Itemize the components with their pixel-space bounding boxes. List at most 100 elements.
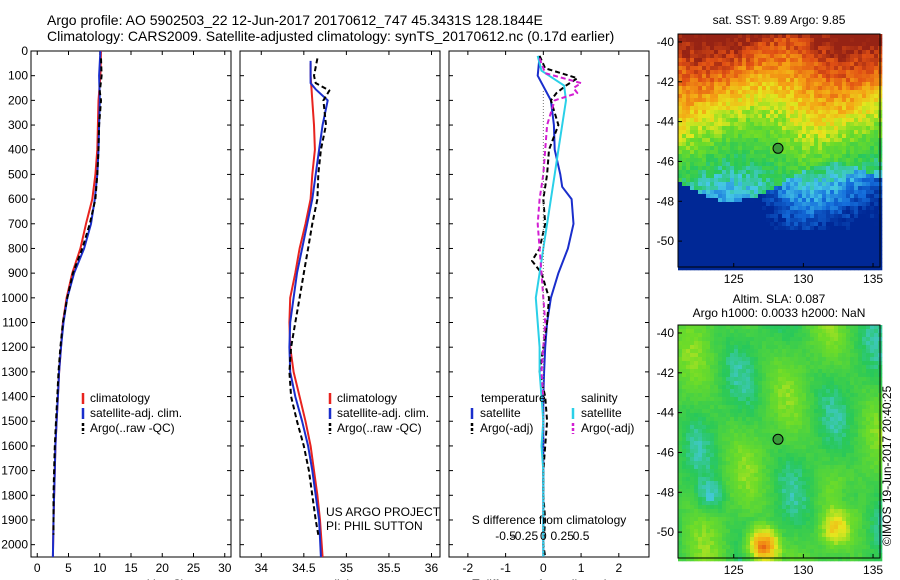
lat-tick-label: -48 <box>657 485 675 499</box>
difference-series-temperature-satellite <box>536 55 575 557</box>
depth-tick-label: 900 <box>8 266 28 280</box>
legend-entry: Argo(..raw -QC) <box>90 421 175 435</box>
lon-tick-label: 130 <box>793 563 813 577</box>
salinity-plot-frame <box>239 50 441 558</box>
depth-tick-label: 1300 <box>1 365 28 379</box>
difference-series-salinity-argo-adj- <box>536 58 583 397</box>
lon-tick-label: 125 <box>724 272 744 286</box>
depth-tick-label: 700 <box>8 217 28 231</box>
lat-tick-label: -50 <box>657 525 675 539</box>
x-tick-label: 34 <box>255 561 269 575</box>
lat-tick-label: -50 <box>657 234 675 248</box>
difference-panel: -2 -1 0 1 2 T difference from climatology S di… <box>448 50 650 580</box>
sla-map-title: Altim. SLA: 0.087 <box>733 292 826 306</box>
s-tick-label: 0.25 <box>551 529 575 543</box>
difference-series-salinity-satellite <box>534 55 567 557</box>
legend-entry: climatology <box>337 391 397 405</box>
depth-tick-label: 100 <box>8 69 28 83</box>
depth-tick-label: 200 <box>8 93 28 107</box>
x-tick-label: 0 <box>540 561 547 575</box>
x-tick-label: 1 <box>578 561 585 575</box>
temperature-plot-frame <box>30 50 232 558</box>
x-tick-label: 20 <box>156 561 170 575</box>
salinity-panel: 34 34.5 35 35.5 36 salinity climatologysatelli… <box>239 50 441 580</box>
s-tick-label: -0.25 <box>511 529 539 543</box>
depth-tick-label: 1400 <box>1 390 28 404</box>
temperature-series-argo-raw-qc- <box>52 58 103 535</box>
salinity-series-satellite-adj-clim- <box>288 60 329 558</box>
depth-tick-label: 1500 <box>1 414 28 428</box>
temperature-panel: 0100200300400500600700800900100011001200… <box>1 44 231 580</box>
x-tick-label: -1 <box>500 561 511 575</box>
legend-entry: satellite <box>480 406 521 420</box>
lon-tick-label: 135 <box>863 563 883 577</box>
x-tick-label: 35.5 <box>377 561 401 575</box>
legend-title-temperature: temperature <box>481 391 546 405</box>
sst-map-title: sat. SST: 9.89 Argo: 9.85 <box>713 13 846 27</box>
sla-map-frame <box>677 324 881 559</box>
depth-tick-label: 2000 <box>1 538 28 552</box>
lat-tick-label: -46 <box>657 445 675 459</box>
depth-tick-label: 1200 <box>1 340 28 354</box>
legend-entry: satellite-adj. clim. <box>90 406 182 420</box>
profile-title: Argo profile: AO 5902503_22 12-Jun-2017 … <box>47 12 543 28</box>
depth-tick-label: 1900 <box>1 513 28 527</box>
x-axis-label: temperature (deg C) <box>77 577 185 580</box>
climatology-title: Climatology: CARS2009. Satellite-adjuste… <box>47 28 615 44</box>
depth-tick-label: 1000 <box>1 291 28 305</box>
x-tick-label: -2 <box>463 561 474 575</box>
lon-tick-label: 135 <box>863 272 883 286</box>
argo-position-marker <box>772 142 784 154</box>
x-tick-label: 35 <box>340 561 354 575</box>
x-tick-label: 15 <box>124 561 138 575</box>
lon-tick-label: 125 <box>724 563 744 577</box>
x-tick-label: 25 <box>187 561 201 575</box>
lat-tick-label: -40 <box>657 35 675 49</box>
s-tick-label: -0.5 <box>495 529 516 543</box>
x-axis-label: salinity <box>322 577 359 580</box>
sla-map-subtitle: Argo h1000: 0.0033 h2000: NaN <box>693 306 866 320</box>
x-tick-label: 30 <box>218 561 232 575</box>
depth-tick-label: 1100 <box>2 316 28 330</box>
depth-tick-label: 1600 <box>1 439 28 453</box>
lat-tick-label: -40 <box>657 326 675 340</box>
legend-entry: satellite-adj. clim. <box>337 406 429 420</box>
x-tick-label: 34.5 <box>292 561 316 575</box>
s-difference-label: S difference from climatology <box>472 513 627 527</box>
depth-tick-label: 1800 <box>1 488 28 502</box>
sst-map: 125 130 135 -40 -42 -44 -46 -48 -50 sat. SST: 9.8… <box>657 13 884 286</box>
s-tick-label: 0 <box>540 529 547 543</box>
x-axis-label: T difference from climatology <box>472 577 626 580</box>
sla-color-field <box>678 325 883 562</box>
legend-entry: Argo(..raw -QC) <box>337 421 422 435</box>
argo-position-marker <box>772 433 784 445</box>
legend-entry: Argo(-adj) <box>480 421 533 435</box>
depth-tick-label: 600 <box>8 192 28 206</box>
lat-tick-label: -46 <box>657 154 675 168</box>
x-tick-label: 0 <box>34 561 41 575</box>
sst-color-field <box>678 34 883 271</box>
legend-entry: Argo(-adj) <box>581 421 634 435</box>
lat-tick-label: -44 <box>657 115 675 129</box>
x-tick-label: 36 <box>425 561 439 575</box>
legend-entry: climatology <box>90 391 150 405</box>
salinity-series-climatology <box>288 63 324 558</box>
salinity-series-argo-raw-qc- <box>288 58 331 535</box>
lat-tick-label: -42 <box>657 75 675 89</box>
sla-map: 125 130 135 -40 -42 -44 -46 -48 -50 Altim. SLA: 0… <box>657 292 884 577</box>
depth-tick-label: 0 <box>21 44 28 58</box>
depth-tick-label: 400 <box>8 143 28 157</box>
project-annotation: US ARGO PROJECT <box>326 505 441 519</box>
depth-tick-label: 1700 <box>1 464 28 478</box>
s-tick-label: 0.5 <box>573 529 590 543</box>
lat-tick-label: -44 <box>657 406 675 420</box>
depth-tick-label: 300 <box>8 118 28 132</box>
x-tick-label: 2 <box>615 561 622 575</box>
legend-title-salinity: salinity <box>581 391 618 405</box>
footer-timestamp: ©IMOS 19-Jun-2017 20:40:25 <box>880 385 894 546</box>
pi-annotation: PI: PHIL SUTTON <box>326 519 423 533</box>
x-tick-label: 5 <box>65 561 72 575</box>
depth-tick-label: 800 <box>8 241 28 255</box>
